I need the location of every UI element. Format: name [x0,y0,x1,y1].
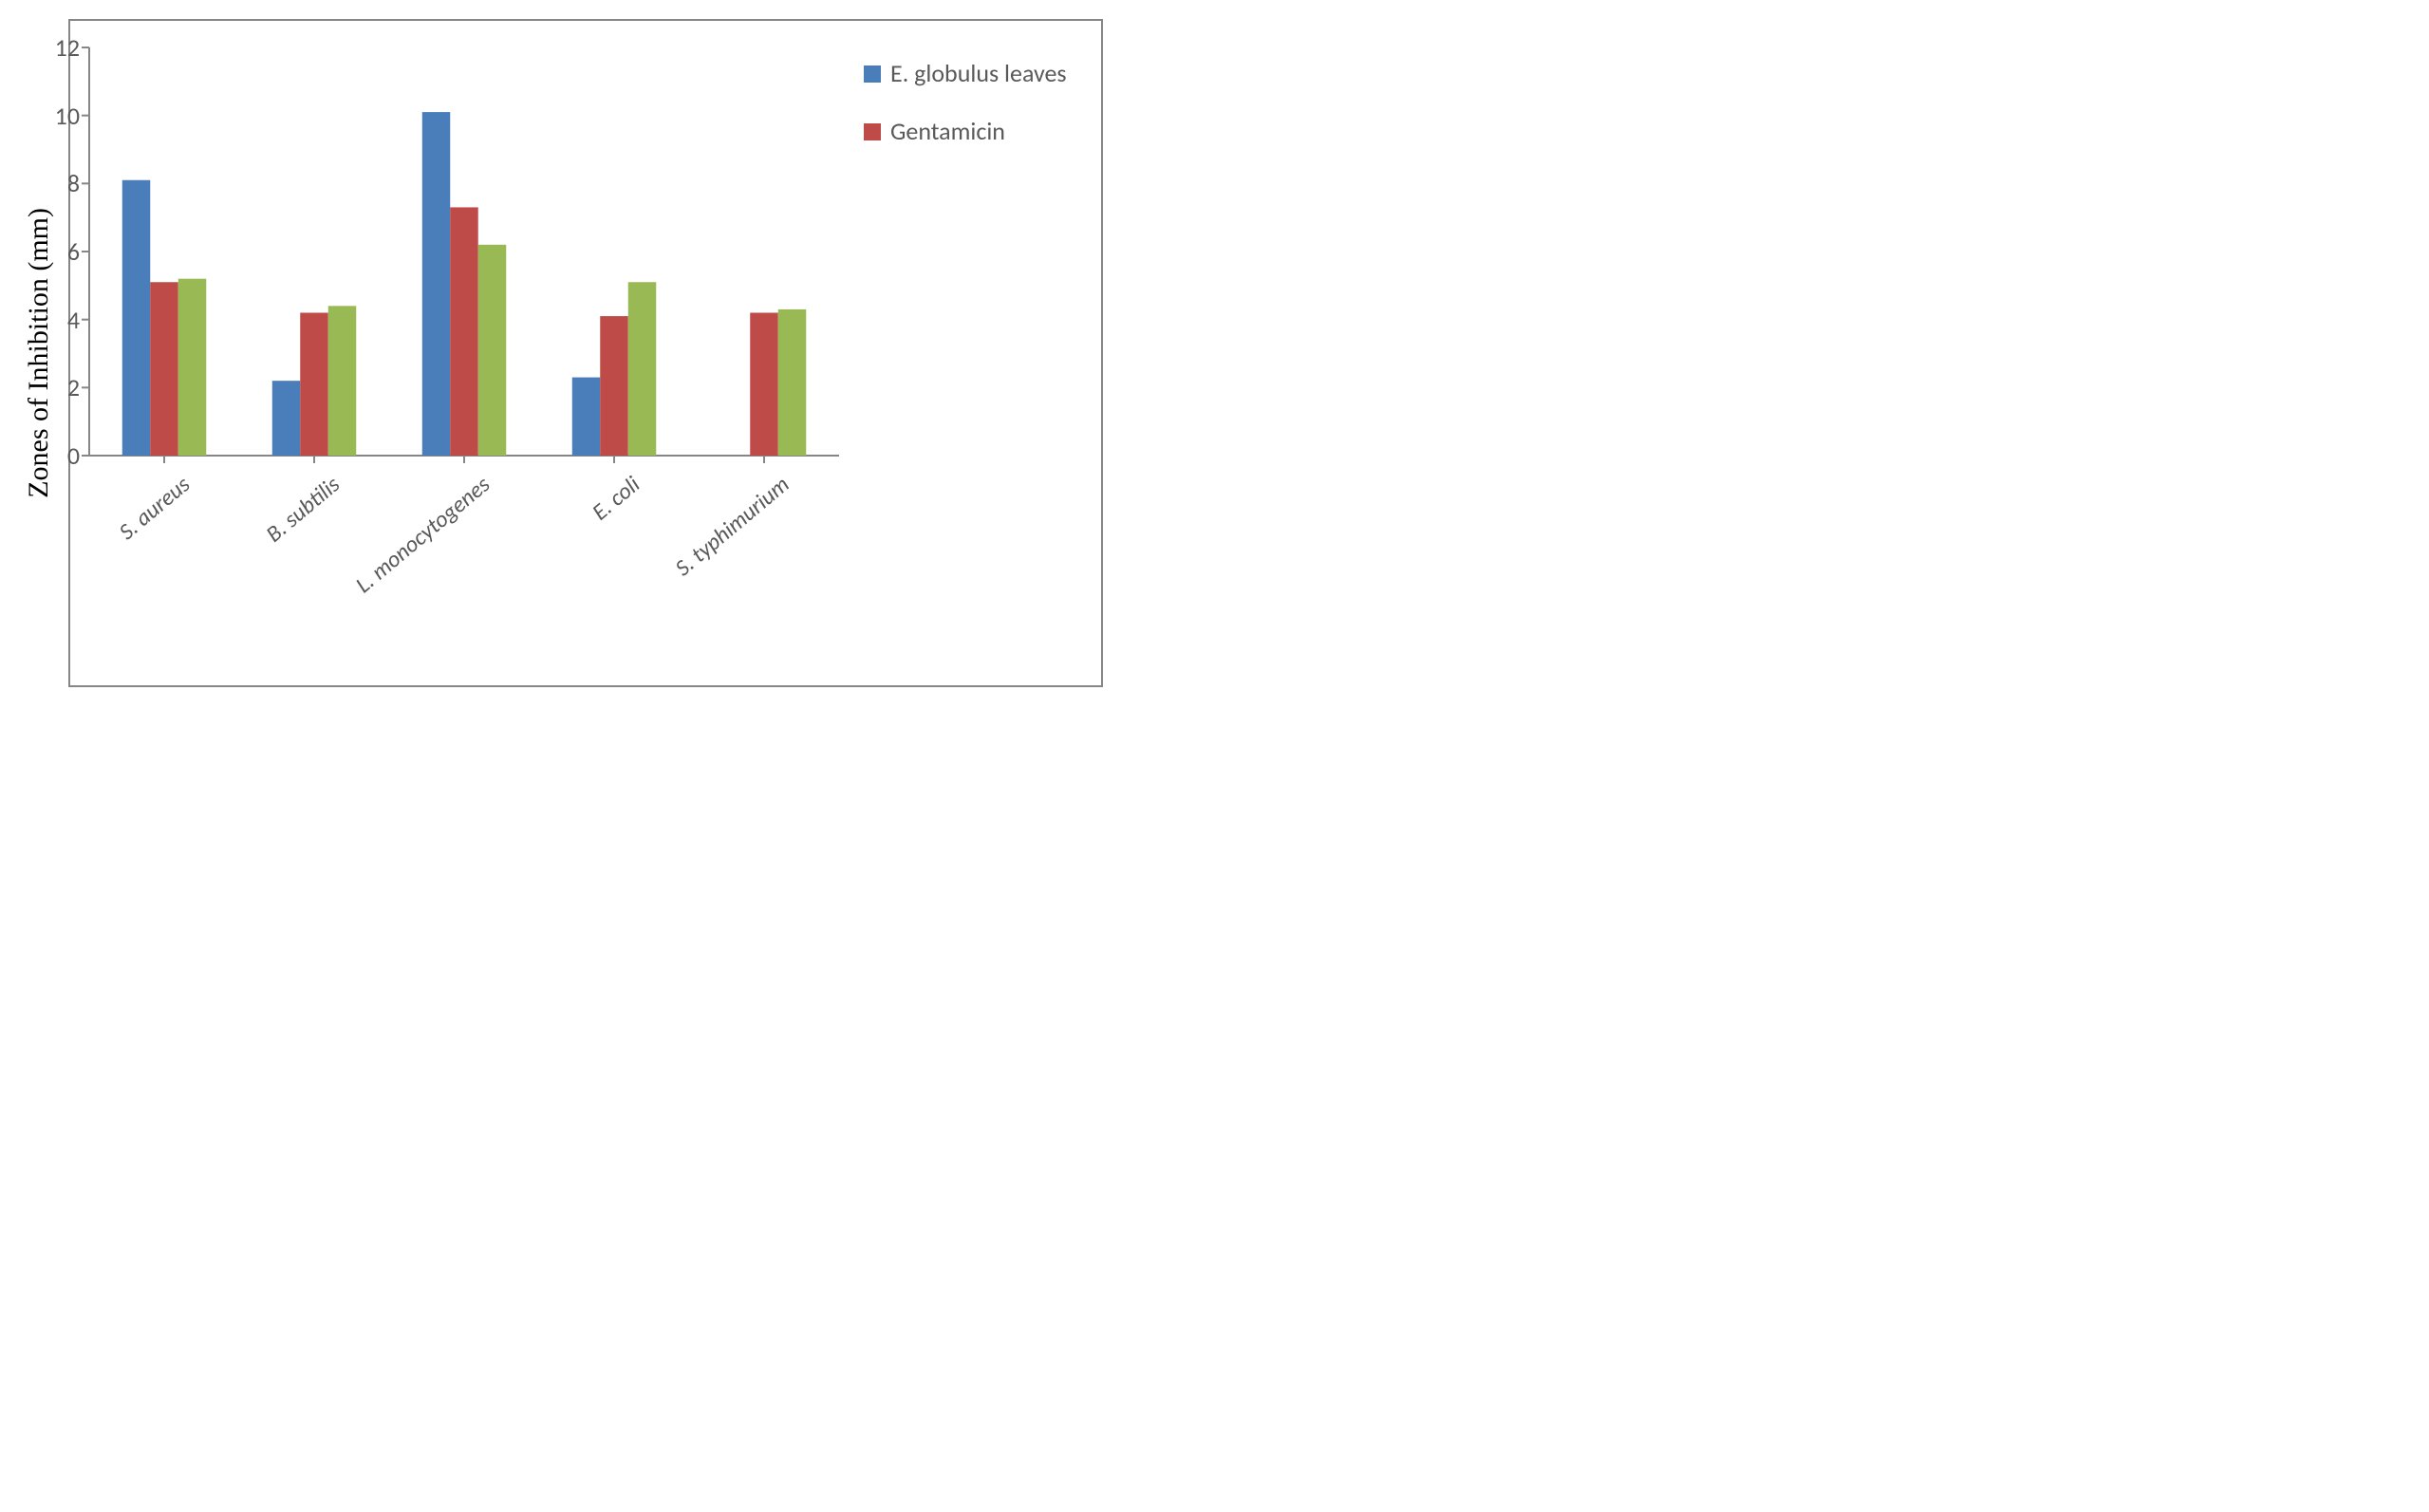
plot-area: 024681012 [89,47,839,456]
y-tick-label: 12 [55,32,80,63]
y-tick-label: 6 [67,236,80,267]
x-category-label: S. typhimurium [670,471,795,582]
legend-item: Gentamicin [864,117,1082,146]
y-tick-label: 4 [67,305,80,335]
legend-label: Gentamicin [890,117,1005,146]
chart-frame: 024681012 S. aureus B. subtilisL. monocyt… [68,19,1103,687]
y-tick-label: 10 [55,101,80,131]
figure-container: Zones of Inhibition (mm) 024681012 S. au… [19,19,2410,687]
x-category-label: E. coli [587,471,645,526]
y-tick-label: 8 [67,168,80,198]
chart-body-row: 024681012 S. aureus B. subtilisL. monocyt… [89,47,1082,664]
x-category-label: S. aureus [113,471,195,546]
legend-item: E. globulus leaves [864,59,1082,88]
bar-chart-svg [89,47,839,456]
legend-swatch [864,123,881,140]
y-tick-label: 0 [67,440,80,471]
x-category-label: L. monocytogenes [350,471,495,599]
x-category-label: B. subtilis [260,471,345,548]
y-axis-title: Zones of Inhibition (mm) [19,208,59,498]
legend-label: E. globulus leaves [890,59,1067,88]
legend-swatch [864,65,881,83]
plot-column: 024681012 S. aureus B. subtilisL. monocyt… [89,47,839,664]
legend: E. globulus leaves Gentamicin [864,47,1082,146]
x-category-labels: S. aureus B. subtilisL. monocytogenes E. c… [89,456,839,664]
y-tick-label: 2 [67,372,80,402]
